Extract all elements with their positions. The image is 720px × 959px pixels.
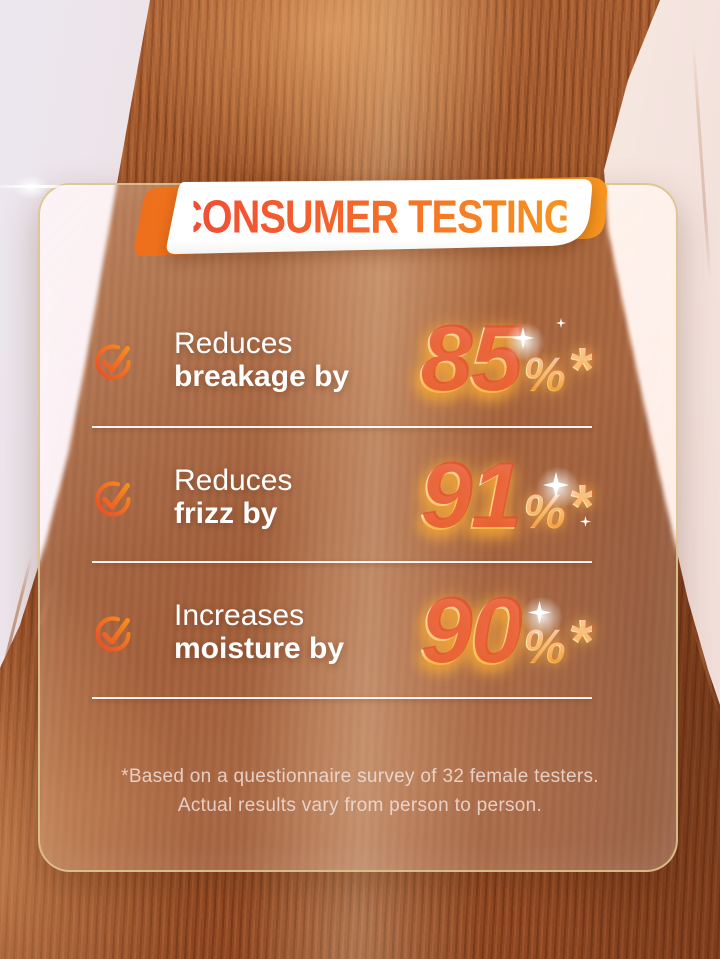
stat-label-line2: breakage by bbox=[174, 360, 350, 393]
stat-row-moisture: Increases moisture by 90 % * bbox=[92, 579, 592, 685]
check-circle-icon bbox=[92, 474, 138, 520]
stat-label-line1: Reduces bbox=[174, 327, 293, 360]
stat-percent-sign: % bbox=[523, 349, 566, 403]
banner-ribbon bbox=[134, 177, 608, 257]
glass-panel bbox=[38, 183, 678, 872]
check-circle-icon bbox=[92, 609, 138, 655]
footnote-line1: *Based on a questionnaire survey of 32 f… bbox=[121, 766, 599, 787]
stat-label-line2: frizz by bbox=[174, 497, 278, 530]
footnote-line2: Actual results vary from person to perso… bbox=[177, 795, 543, 817]
banner-title: CONSUMER TESTING: bbox=[174, 181, 587, 254]
stat-row-frizz: Reduces frizz by 91 % * bbox=[92, 444, 592, 550]
divider bbox=[92, 426, 592, 428]
sparkle-icon bbox=[556, 318, 566, 328]
lens-flare-icon bbox=[0, 168, 88, 206]
stat-value: 85 bbox=[418, 307, 522, 413]
stat-value-group: 91 % * bbox=[418, 444, 592, 550]
footnote: *Based on a questionnaire survey of 32 f… bbox=[60, 762, 660, 821]
stat-label-line1: Increases bbox=[174, 599, 305, 632]
divider bbox=[92, 561, 592, 563]
stat-label-line1: Reduces bbox=[174, 464, 293, 497]
check-circle-icon bbox=[92, 337, 138, 383]
stat-value: 91 bbox=[418, 444, 522, 550]
stat-label-line2: moisture by bbox=[174, 632, 345, 665]
banner-ribbon-front bbox=[166, 178, 593, 255]
sparkle-icon bbox=[580, 516, 591, 527]
stat-value-group: 90 % * bbox=[418, 579, 592, 685]
stat-row-breakage: Reduces breakage by 85 % * bbox=[92, 307, 592, 413]
sparkle-glow bbox=[521, 596, 563, 638]
stat-value-group: 85 % * bbox=[418, 307, 592, 413]
hair-wisp bbox=[691, 40, 712, 280]
stat-value: 90 bbox=[418, 579, 522, 685]
stat-asterisk: * bbox=[567, 608, 592, 677]
stat-asterisk: * bbox=[567, 336, 592, 405]
divider bbox=[92, 697, 592, 699]
sparkle-glow bbox=[505, 322, 545, 362]
